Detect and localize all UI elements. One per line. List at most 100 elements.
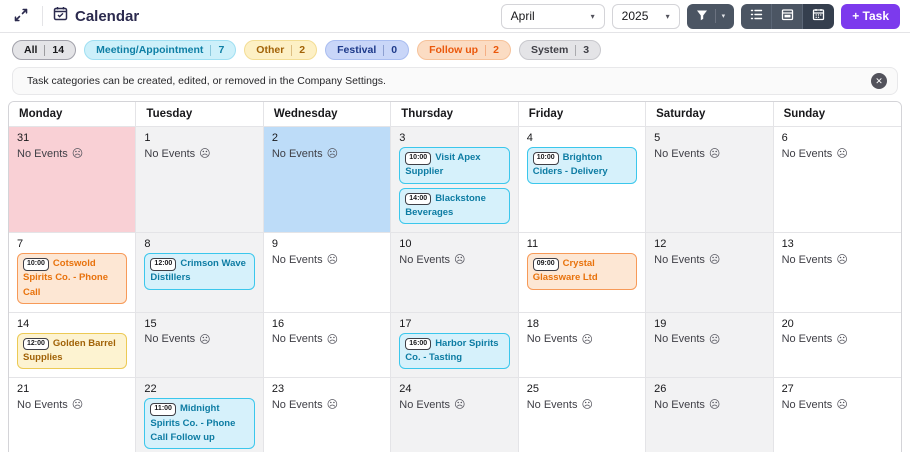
chevron-down-icon: ▾ [590,11,595,21]
collapse-sidebar-button[interactable] [10,5,32,27]
day-header-saturday: Saturday [646,102,774,126]
day-number: 1 [144,132,151,144]
no-events-text: No Events [781,398,833,411]
frown-emoji-icon: ☹ [836,333,848,346]
event-pill[interactable]: 12:00 Golden Barrel Supplies [17,332,128,370]
no-events-text: No Events [781,333,833,346]
event-time-badge: 14:00 [405,192,432,205]
event-time-badge: 10:00 [405,152,432,165]
top-bar-divider [42,6,43,26]
day-number: 27 [781,383,794,396]
weeks-container: 31 No Events ☹ 1 No Events ☹ 2 No Events ☹ 3 10:00… [9,126,901,452]
view-switcher [741,3,835,29]
month-select[interactable]: April ▾ [500,3,605,29]
frown-emoji-icon: ☹ [71,148,84,160]
event-title: Crystal Glassware Ltd [532,258,598,284]
day-cell[interactable]: 11 09:00 Crystal Glassware Ltd [518,233,647,312]
top-bar-right: April ▾ 2025 ▾ ▾ [500,3,900,29]
no-events-label: No Events ☹ [782,147,893,161]
event-pill[interactable]: 14:00 Blackstone Beverages [399,187,510,224]
day-cell[interactable]: 25 No Events ☹ [518,378,647,452]
event-pill[interactable]: 11:00 Midnight Spirits Co. - Phone Call F… [144,398,255,449]
filter-chip-system[interactable]: System 3 [518,40,602,60]
no-events-label: No Events ☹ [144,333,254,346]
chip-divider [485,44,487,56]
day-cell[interactable]: 1 No Events ☹ [136,127,264,232]
top-bar-left: Calendar [10,5,139,27]
event-pill[interactable]: 16:00 Harbor Spirits Co. - Tasting [399,332,510,370]
day-cell[interactable]: 5 No Events ☹ [646,127,774,232]
day-number: 31 [17,132,30,144]
no-events-text: No Events [271,147,323,160]
chip-divider [210,44,212,56]
add-task-button[interactable]: + Task [841,3,900,29]
frown-emoji-icon: ☹ [708,254,721,266]
day-number: 14 [17,317,30,330]
no-events-text: No Events [17,147,68,160]
day-cell[interactable]: 10 No Events ☹ [391,233,519,312]
day-cell[interactable]: 9 No Events ☹ [263,233,392,312]
month-view-button[interactable] [803,3,835,29]
day-cell[interactable]: 16 No Events ☹ [263,312,392,378]
day-cell[interactable]: 31 No Events ☹ [9,127,137,232]
filter-chip-festival[interactable]: Festival 0 [325,40,410,60]
event-pill[interactable]: 12:00 Crimson Wave Distillers [144,253,255,290]
no-events-label: No Events ☹ [527,333,637,346]
day-cell[interactable]: 23 No Events ☹ [263,378,392,452]
filter-chip-other[interactable]: Other 2 [244,40,318,60]
category-filter-row: All 14 Meeting/Appointment 7 Other 2 Festival 0… [0,33,910,65]
list-view-button[interactable] [741,3,773,29]
no-events-label: No Events ☹ [144,147,254,161]
filter-button[interactable]: ▾ [686,3,735,29]
event-pill[interactable]: 10:00 Visit Apex Supplier [399,147,510,184]
page-title: Calendar [75,7,140,25]
day-cell[interactable]: 17 16:00 Harbor Spirits Co. - Tasting [391,312,519,378]
day-cell[interactable]: 21 No Events ☹ [9,378,137,452]
event-title: Cotswold Spirits Co. - Phone Call [23,258,108,298]
event-time-badge: 12:00 [23,337,49,351]
event-title: Crimson Wave Distillers [150,258,246,284]
no-events-text: No Events [271,333,323,346]
day-number: 7 [17,238,24,250]
event-pill[interactable]: 10:00 Brighton Ciders - Delivery [526,147,638,184]
event-pill[interactable]: 09:00 Crystal Glassware Ltd [526,253,638,290]
day-view-button[interactable] [772,3,804,29]
day-cell[interactable]: 2 No Events ☹ [263,127,392,232]
day-cell[interactable]: 13 No Events ☹ [773,233,901,312]
frown-emoji-icon: ☹ [581,399,593,412]
filter-chip-label: Festival [337,44,377,56]
day-number: 10 [399,238,412,250]
frown-emoji-icon: ☹ [71,399,84,412]
day-cell[interactable]: 15 No Events ☹ [136,312,264,378]
event-pill[interactable]: 10:00 Cotswold Spirits Co. - Phone Call [17,253,128,304]
filter-chip-meeting[interactable]: Meeting/Appointment 7 [84,40,237,60]
day-cell[interactable]: 20 No Events ☹ [773,312,901,378]
day-cell[interactable]: 19 No Events ☹ [646,312,774,378]
filter-chip-all[interactable]: All 14 [12,40,77,60]
year-select[interactable]: 2025 ▾ [611,3,680,29]
no-events-text: No Events [654,147,705,160]
day-cell[interactable]: 26 No Events ☹ [646,378,774,452]
day-number: 16 [271,317,285,330]
day-cell[interactable]: 27 No Events ☹ [773,378,901,452]
day-cell[interactable]: 18 No Events ☹ [518,312,647,378]
no-events-label: No Events ☹ [654,333,764,346]
banner-close-button[interactable]: ✕ [871,73,887,89]
frown-emoji-icon: ☹ [199,148,211,160]
day-cell[interactable]: 7 10:00 Cotswold Spirits Co. - Phone Call [9,233,137,312]
day-cell[interactable]: 22 11:00 Midnight Spirits Co. - Phone Call… [136,378,264,452]
filter-chip-followup[interactable]: Follow up 2 [417,40,511,60]
day-cell[interactable]: 24 No Events ☹ [391,378,519,452]
event-time-badge: 09:00 [532,258,559,271]
day-cell[interactable]: 8 12:00 Crimson Wave Distillers [136,233,264,312]
day-cell[interactable]: 3 10:00 Visit Apex Supplier 14:00 Blackstone… [391,127,519,232]
day-number: 24 [399,383,412,396]
week-row: 31 No Events ☹ 1 No Events ☹ 2 No Events ☹ 3 10:00… [9,126,901,232]
day-cell[interactable]: 14 12:00 Golden Barrel Supplies [9,312,137,378]
event-time-badge: 10:00 [23,258,49,271]
day-cell[interactable]: 12 No Events ☹ [646,233,774,312]
day-cell[interactable]: 6 No Events ☹ [773,127,901,232]
day-cell[interactable]: 4 10:00 Brighton Ciders - Delivery [518,127,647,232]
day-number: 20 [781,317,794,330]
collapse-icon [14,8,28,25]
